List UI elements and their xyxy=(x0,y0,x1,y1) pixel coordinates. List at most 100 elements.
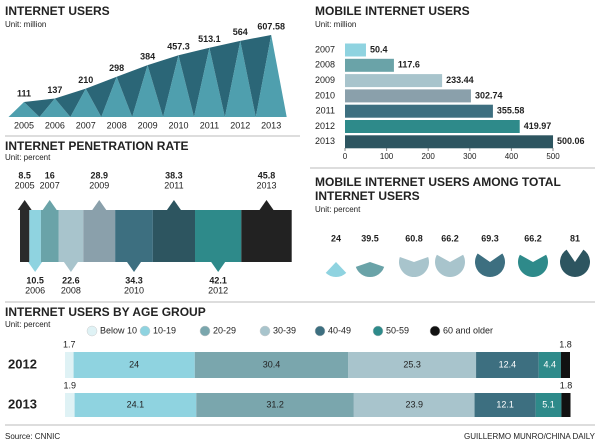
data-label: 30.4 xyxy=(263,359,281,369)
data-label: 4.4 xyxy=(544,359,557,369)
category-label: 2009 xyxy=(89,180,109,190)
segment xyxy=(115,210,153,262)
x-tick-label: 2005 xyxy=(14,120,34,130)
data-label: 513.1 xyxy=(198,34,221,44)
bar-segment xyxy=(73,352,195,378)
legend-swatch xyxy=(139,325,151,337)
x-tick-label: 300 xyxy=(463,152,477,161)
data-label: 23.9 xyxy=(405,399,423,409)
data-label: 10.5 xyxy=(26,275,44,285)
segment xyxy=(20,210,30,262)
area-triangle xyxy=(132,65,164,117)
pie-wedge xyxy=(355,262,385,277)
chart-subtitle: Unit: million xyxy=(5,20,46,29)
area-shade xyxy=(240,34,272,117)
pointer xyxy=(42,200,57,210)
x-tick-label: 2012 xyxy=(230,120,250,130)
data-label: 24 xyxy=(331,233,341,243)
category-label: 2005 xyxy=(15,180,35,190)
legend-swatch xyxy=(372,325,384,337)
pie-wedge xyxy=(399,257,430,277)
pointer xyxy=(127,262,142,272)
bar-segment xyxy=(194,352,349,378)
segment xyxy=(58,210,84,262)
data-label: 137 xyxy=(47,85,62,95)
bar-segment xyxy=(476,352,539,378)
x-tick-label: 2007 xyxy=(76,120,96,130)
segment xyxy=(241,210,292,262)
data-label: 42.1 xyxy=(209,275,227,285)
category-label: 2012 xyxy=(208,285,228,295)
y-tick-label: 2008 xyxy=(315,60,335,70)
data-label: 233.44 xyxy=(446,75,474,85)
data-label: 457.3 xyxy=(167,42,190,52)
bar-segment xyxy=(196,393,354,417)
source: Source: CNNIC xyxy=(5,432,60,441)
data-label: 50.4 xyxy=(370,44,388,54)
credit: GUILLERMO MUNRO/CHINA DAILY xyxy=(464,432,596,441)
chart-title: MOBILE INTERNET USERS xyxy=(315,4,470,18)
area-shade xyxy=(85,76,117,117)
bar-segment xyxy=(65,352,74,378)
legend-swatch xyxy=(86,325,98,337)
data-label: 69.3 xyxy=(481,233,499,243)
bar-segment xyxy=(348,352,477,378)
y-tick-label: 2013 xyxy=(315,136,335,146)
area-shade xyxy=(116,65,148,117)
data-label: 39.5 xyxy=(361,233,379,243)
x-tick-label: 100 xyxy=(380,152,394,161)
legend-swatch xyxy=(199,325,211,337)
legend-swatch xyxy=(259,325,271,337)
pie-wedge xyxy=(325,262,347,278)
category-label: 2006 xyxy=(25,285,45,295)
data-label: 38.3 xyxy=(165,170,183,180)
data-label: 117.6 xyxy=(398,60,420,70)
chart-title: INTERNET PENETRATION RATE xyxy=(5,139,189,153)
data-label: 1.7 xyxy=(63,339,76,349)
chart-subtitle: Unit: percent xyxy=(5,320,51,329)
area-shade xyxy=(209,40,241,117)
area-shade xyxy=(54,88,86,117)
chart-title: INTERNET USERS xyxy=(5,4,110,18)
bar xyxy=(345,89,471,103)
bar-segment xyxy=(538,352,561,378)
data-label: 24 xyxy=(129,359,139,369)
x-tick-label: 2008 xyxy=(107,120,127,130)
legend-label: 30-39 xyxy=(273,325,296,335)
data-label: 60.8 xyxy=(405,233,423,243)
bar-segment xyxy=(560,352,570,378)
data-label: 1.8 xyxy=(559,339,572,349)
x-tick-label: 2006 xyxy=(45,120,65,130)
segment xyxy=(83,210,116,262)
bar xyxy=(345,43,366,57)
pointer xyxy=(63,262,78,272)
pie-wedge xyxy=(518,254,548,277)
data-label: 607.58 xyxy=(257,21,285,31)
chart-subtitle: Unit: million xyxy=(315,20,356,29)
data-label: 5.1 xyxy=(542,399,555,409)
bar-segment xyxy=(65,393,75,417)
segment xyxy=(152,210,196,262)
data-label: 564 xyxy=(233,27,248,37)
area-triangle xyxy=(224,40,256,117)
bar-segment xyxy=(535,393,562,417)
data-label: 25.3 xyxy=(403,359,421,369)
x-tick-label: 400 xyxy=(505,152,519,161)
data-label: 384 xyxy=(140,52,155,62)
data-label: 111 xyxy=(17,88,31,98)
pointer xyxy=(28,262,43,272)
category-label: 2008 xyxy=(61,285,81,295)
data-label: 419.97 xyxy=(524,121,552,131)
data-label: 1.9 xyxy=(64,380,77,390)
data-label: 34.3 xyxy=(125,275,143,285)
bar xyxy=(345,74,443,88)
y-tick-label: 2012 xyxy=(8,356,37,371)
data-label: 81 xyxy=(570,233,580,243)
area-triangle xyxy=(8,102,40,117)
data-label: 12.4 xyxy=(499,359,517,369)
y-tick-label: 2013 xyxy=(8,396,37,411)
area-triangle xyxy=(163,55,194,117)
data-label: 28.9 xyxy=(90,170,108,180)
